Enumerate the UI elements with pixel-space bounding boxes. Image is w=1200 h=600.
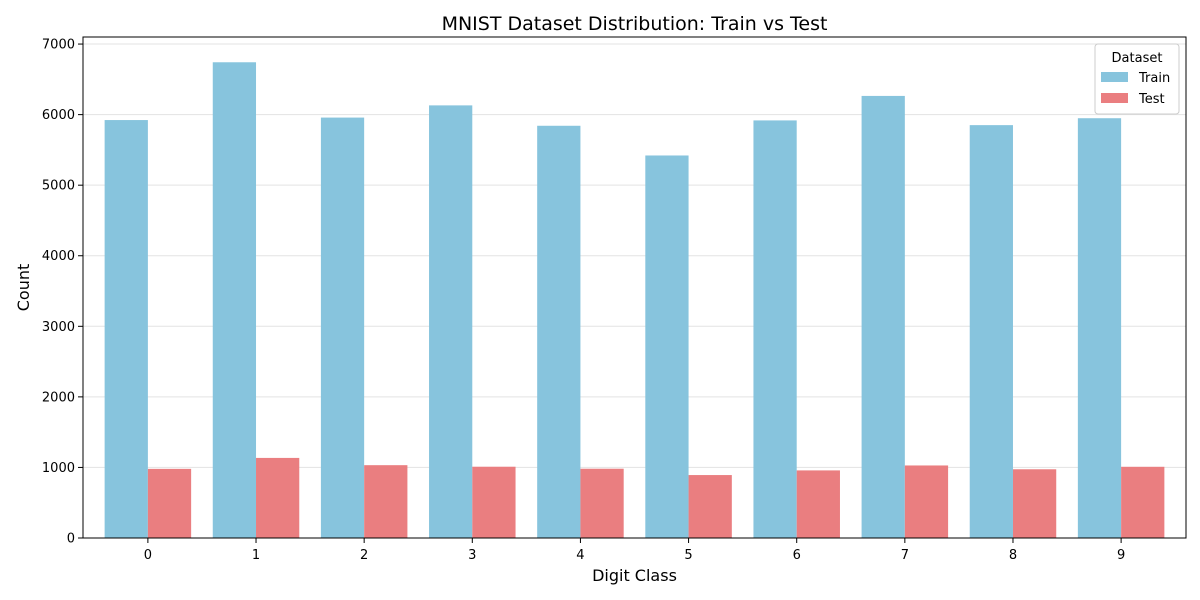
x-tick-label: 7: [901, 548, 909, 563]
y-tick-label: 4000: [42, 249, 75, 264]
bar-test-2: [364, 465, 408, 538]
x-tick-label: 6: [793, 548, 801, 563]
bar-train-9: [1077, 118, 1122, 539]
bar-train-2: [320, 117, 365, 539]
gridlines: [83, 43, 1186, 468]
y-tick-label: 1000: [42, 461, 75, 476]
legend-swatch-test: [1101, 93, 1128, 103]
bar-test-8: [1012, 469, 1057, 538]
bar-test-5: [688, 475, 732, 538]
y-tick-label: 5000: [42, 179, 75, 194]
bar-train-8: [969, 125, 1013, 538]
x-tick-label: 8: [1009, 548, 1017, 563]
bar-train-1: [212, 62, 257, 538]
y-tick-label: 2000: [42, 390, 75, 405]
y-axis-title: Count: [14, 264, 33, 312]
plot-frame: [82, 36, 1187, 539]
chart-title: MNIST Dataset Distribution: Train vs Tes…: [442, 13, 828, 35]
y-tick-label: 7000: [42, 38, 75, 53]
x-tick-label: 0: [144, 548, 152, 563]
x-tick-label: 1: [252, 548, 260, 563]
x-tick-label: 4: [576, 548, 584, 563]
y-tick-label: 6000: [42, 108, 75, 123]
legend-label-test: Test: [1138, 92, 1165, 107]
bars: [104, 62, 1165, 539]
bar-test-9: [1121, 466, 1165, 538]
y-tick-label: 3000: [42, 320, 75, 335]
x-tick-label: 9: [1117, 548, 1125, 563]
bar-test-0: [147, 468, 192, 538]
x-axis-title: Digit Class: [592, 566, 677, 585]
bar-train-5: [645, 155, 689, 538]
bar-train-7: [861, 95, 905, 539]
x-tick-label: 5: [684, 548, 692, 563]
bar-test-1: [256, 457, 300, 538]
bar-train-6: [753, 120, 797, 538]
y-tick-label: 0: [67, 532, 75, 547]
legend-title: Dataset: [1112, 51, 1163, 66]
legend-items: Train Test: [1101, 71, 1170, 107]
y-axis: 0 1000 2000 3000 4000 5000 6000 7000: [42, 38, 83, 547]
x-tick-label: 3: [468, 548, 476, 563]
bar-test-4: [580, 468, 624, 538]
legend: Dataset Train Test: [1094, 43, 1180, 115]
x-axis: 0 1 2 3 4 5 6 7 8 9: [144, 538, 1125, 563]
legend-label-train: Train: [1138, 71, 1170, 86]
bar-test-6: [796, 470, 840, 538]
bar-train-0: [104, 120, 148, 538]
legend-swatch-train: [1101, 72, 1128, 82]
bar-test-3: [472, 466, 516, 538]
x-tick-label: 2: [360, 548, 368, 563]
bar-train-4: [537, 125, 581, 538]
bar-train-3: [429, 105, 473, 538]
bar-test-7: [904, 465, 949, 538]
